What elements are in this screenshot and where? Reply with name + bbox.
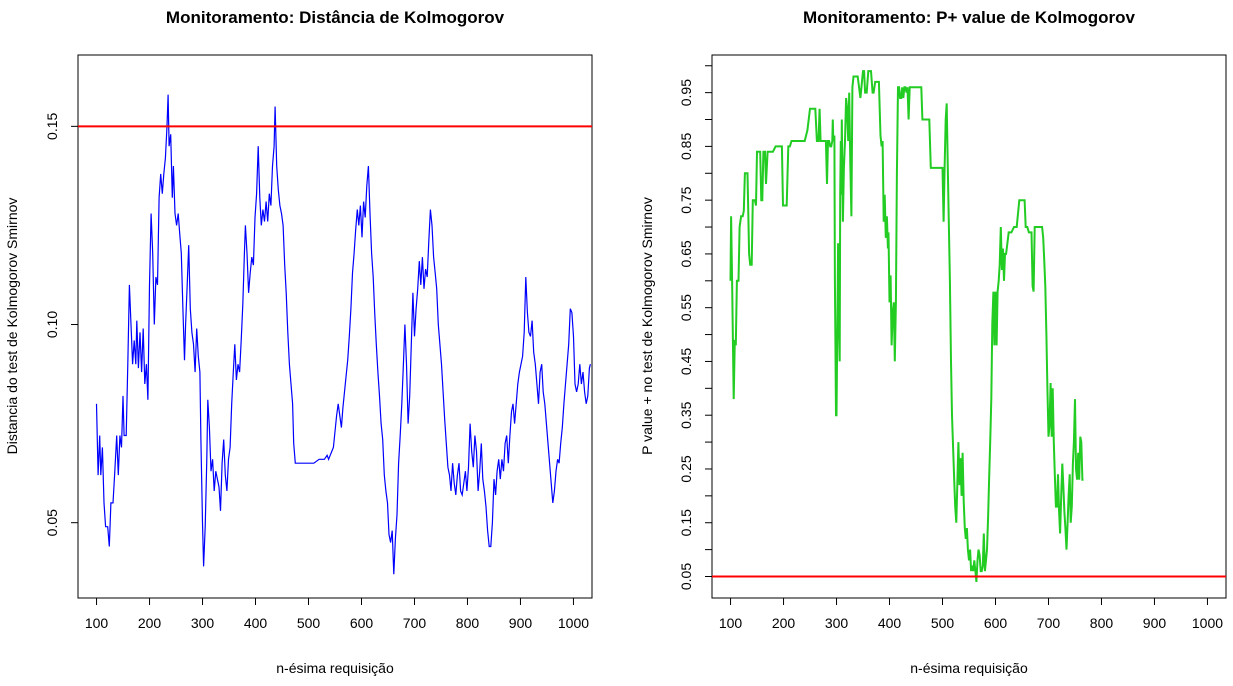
y-tick-label: 0.35 bbox=[678, 401, 694, 428]
x-tick-label: 300 bbox=[191, 615, 215, 631]
x-axis-label: n-ésima requisição bbox=[276, 660, 394, 676]
y-axis: 0.05 0.10 0.15 bbox=[44, 113, 78, 536]
x-tick-label: 400 bbox=[878, 615, 902, 631]
series-line bbox=[95, 94, 591, 575]
series-line bbox=[729, 70, 1084, 582]
x-tick-label: 600 bbox=[984, 615, 1008, 631]
x-tick-label: 400 bbox=[244, 615, 268, 631]
x-tick-label: 100 bbox=[85, 615, 109, 631]
x-tick-label: 700 bbox=[1037, 615, 1061, 631]
x-tick-label: 800 bbox=[456, 615, 480, 631]
y-tick-label: 0.45 bbox=[678, 348, 694, 375]
y-tick-label: 0.25 bbox=[678, 455, 694, 482]
x-tick-label: 1000 bbox=[1192, 615, 1223, 631]
x-tick-label: 700 bbox=[403, 615, 427, 631]
series-group bbox=[729, 70, 1084, 582]
y-tick-label: 0.10 bbox=[44, 311, 60, 338]
y-tick-label: 0.55 bbox=[678, 294, 694, 321]
y-axis-label: Distancia do test de Kolmogorov Smirnov bbox=[4, 198, 20, 455]
x-tick-label: 900 bbox=[509, 615, 533, 631]
x-axis: 100 200 300 400 500 600 700 800 900 1000 bbox=[85, 598, 589, 631]
series-group bbox=[95, 94, 591, 575]
x-tick-label: 100 bbox=[719, 615, 743, 631]
x-tick-label: 600 bbox=[350, 615, 374, 631]
x-tick-label: 900 bbox=[1143, 615, 1167, 631]
x-tick-label: 1000 bbox=[558, 615, 589, 631]
y-tick-label: 0.05 bbox=[678, 563, 694, 590]
y-tick-label: 0.85 bbox=[678, 133, 694, 160]
y-axis-label: P value + no test de Kolmogorov Smirnov bbox=[639, 197, 655, 455]
plot-frame bbox=[77, 54, 593, 599]
x-tick-label: 200 bbox=[138, 615, 162, 631]
x-tick-label: 500 bbox=[931, 615, 955, 631]
x-tick-label: 500 bbox=[297, 615, 321, 631]
y-tick-label: 0.15 bbox=[44, 113, 60, 140]
x-tick-label: 300 bbox=[825, 615, 849, 631]
x-axis: 100 200 300 400 500 600 700 800 900 1000 bbox=[719, 598, 1223, 631]
plot-frame bbox=[711, 54, 1227, 599]
chart-panel-pvalue: Monitoramento: P+ value de Kolmogorov 10… bbox=[639, 8, 1227, 676]
chart-panel-distance: Monitoramento: Distância de Kolmogorov 1… bbox=[4, 8, 593, 676]
chart-title: Monitoramento: P+ value de Kolmogorov bbox=[803, 8, 1136, 27]
x-tick-label: 200 bbox=[772, 615, 796, 631]
y-tick-label: 0.15 bbox=[678, 509, 694, 536]
chart-title: Monitoramento: Distância de Kolmogorov bbox=[166, 8, 505, 27]
y-tick-label: 0.05 bbox=[44, 509, 60, 536]
y-tick-label: 0.95 bbox=[678, 79, 694, 106]
x-axis-label: n-ésima requisição bbox=[910, 660, 1028, 676]
y-tick-label: 0.75 bbox=[678, 186, 694, 213]
y-axis: 0.05 0.15 0.25 0.35 0.45 0.55 0.65 0.75 0.85 0.95 bbox=[678, 65, 712, 590]
x-tick-label: 800 bbox=[1090, 615, 1114, 631]
y-tick-label: 0.65 bbox=[678, 240, 694, 267]
